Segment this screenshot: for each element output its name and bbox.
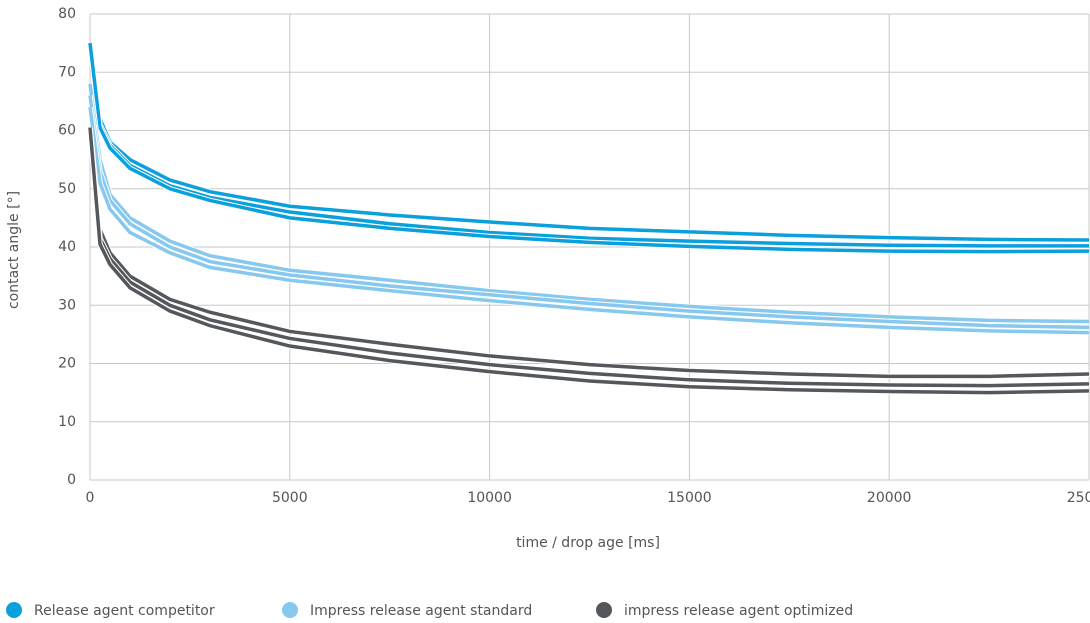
legend-label: Impress release agent standard: [310, 603, 532, 619]
x-tick-label: 20000: [867, 490, 912, 506]
y-tick-label: 40: [58, 239, 76, 255]
x-tick-label: 25000: [1067, 490, 1090, 506]
y-tick-label: 10: [58, 414, 76, 430]
y-tick-label: 60: [58, 123, 76, 139]
legend-label: Release agent competitor: [34, 603, 215, 619]
y-axis-label: contact angle [°]: [6, 191, 22, 309]
y-tick-label: 0: [67, 472, 76, 488]
halo: [87, 127, 1090, 389]
data-line: [88, 83, 1090, 324]
data-line: [88, 42, 1090, 254]
data-line: [88, 127, 1090, 388]
y-tick-label: 30: [58, 297, 76, 313]
x-tick-label: 0: [86, 490, 95, 506]
legend-marker: [596, 602, 612, 618]
halo: [87, 42, 1089, 249]
data-line: [88, 127, 1090, 395]
x-tick-label: 10000: [467, 490, 512, 506]
x-tick-label: 15000: [667, 490, 712, 506]
legend-label: impress release agent optimized: [624, 603, 853, 619]
data-line: [88, 95, 1090, 330]
data-line: [88, 106, 1090, 335]
data-line: [88, 42, 1089, 248]
y-tick-label: 80: [58, 6, 76, 22]
legend-marker: [282, 602, 298, 618]
x-axis-label: time / drop age [ms]: [516, 535, 660, 551]
y-tick-label: 50: [58, 181, 76, 197]
legend-marker: [6, 602, 22, 618]
x-tick-label: 5000: [272, 490, 308, 506]
y-tick-label: 20: [58, 356, 76, 372]
data-line: [88, 127, 1090, 379]
halo: [87, 42, 1090, 255]
y-tick-label: 70: [58, 64, 76, 80]
